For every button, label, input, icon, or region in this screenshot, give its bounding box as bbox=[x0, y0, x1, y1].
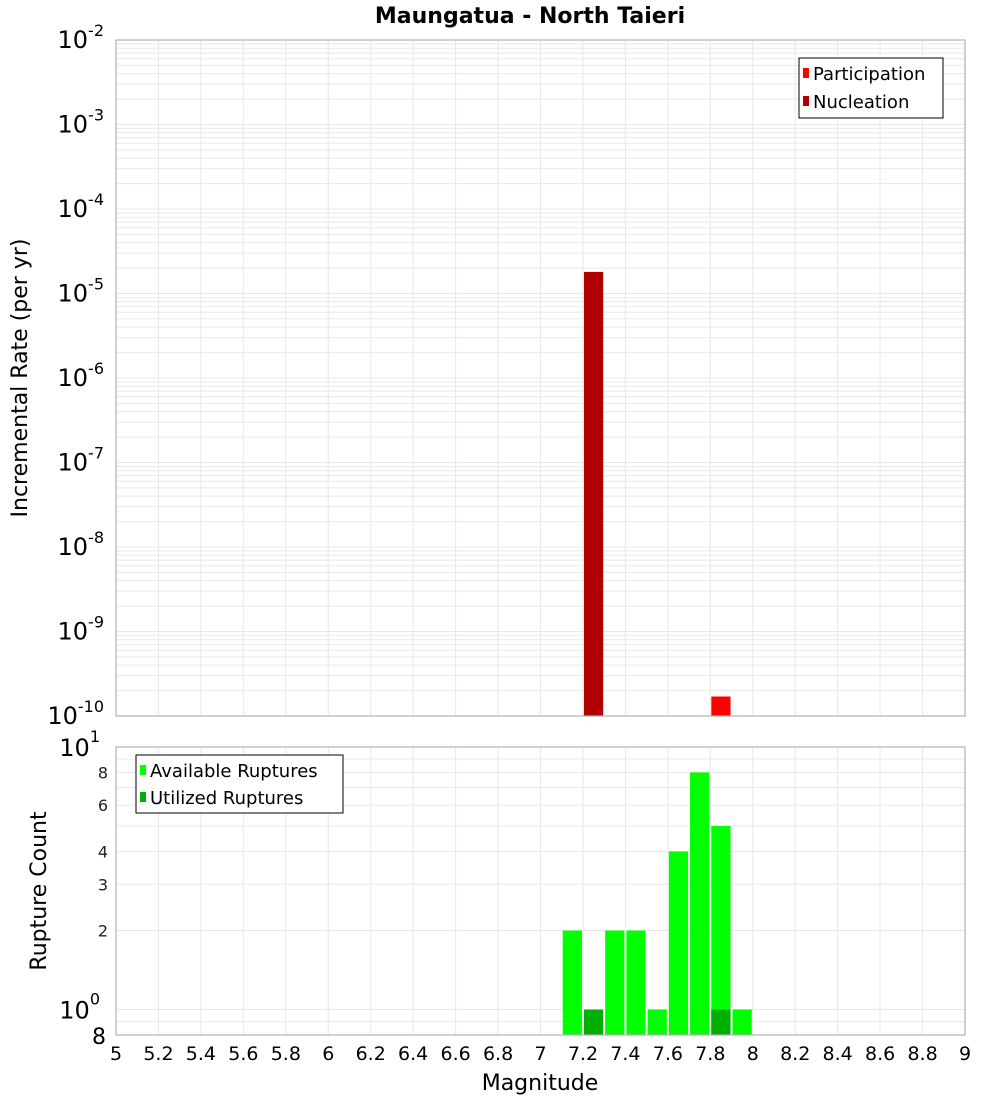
bar-available-ruptures bbox=[732, 1009, 752, 1035]
bar-available-ruptures bbox=[605, 930, 625, 1035]
y-tick-label: 10-3 bbox=[58, 106, 105, 139]
y-tick-label: 10-4 bbox=[58, 190, 105, 223]
nucleation-swatch-icon bbox=[803, 96, 809, 106]
x-axis-ticks: 5 5.2 5.4 5.6 5.8 6 6.2 6.4 6.6 6.8 7 7.2 7.4 7.6 7.8 8… bbox=[110, 1043, 971, 1065]
y-tick-label: 8 bbox=[92, 1025, 106, 1050]
x-tick-label: 6.4 bbox=[398, 1043, 428, 1065]
y-tick-label: 10-9 bbox=[58, 613, 105, 646]
y-tick-label: 10-8 bbox=[58, 528, 105, 561]
x-tick-label: 7.4 bbox=[610, 1043, 640, 1065]
x-tick-label: 8.8 bbox=[907, 1043, 937, 1065]
x-tick-label: 7.6 bbox=[653, 1043, 683, 1065]
y-tick-label: 101 bbox=[59, 727, 100, 762]
bottom-grid bbox=[115, 747, 966, 1035]
x-tick-label: 5.6 bbox=[228, 1043, 258, 1065]
bar-available-ruptures bbox=[562, 930, 582, 1035]
legend-nucleation: Nucleation bbox=[813, 92, 909, 113]
bar-available-ruptures bbox=[626, 930, 646, 1035]
y-tick-label: 10-10 bbox=[47, 697, 104, 730]
bottom-legend: Available Ruptures Utilized Ruptures bbox=[135, 754, 344, 814]
x-tick-label: 7 bbox=[534, 1043, 546, 1065]
x-tick-label: 7.8 bbox=[695, 1043, 725, 1065]
x-axis-label: Magnitude bbox=[482, 1071, 599, 1096]
y-tick-label: 10-7 bbox=[58, 444, 105, 477]
x-tick-label: 8.4 bbox=[823, 1043, 853, 1065]
bar-participation bbox=[711, 696, 731, 716]
x-tick-label: 8.2 bbox=[780, 1043, 810, 1065]
x-tick-label: 9 bbox=[959, 1043, 971, 1065]
x-tick-label: 6 bbox=[322, 1043, 334, 1065]
y-minor-tick-label: 2 bbox=[98, 922, 108, 941]
x-tick-label: 8 bbox=[747, 1043, 759, 1065]
x-tick-label: 8.6 bbox=[865, 1043, 895, 1065]
x-tick-label: 7.2 bbox=[568, 1043, 598, 1065]
chart-title: Maungatua - North Taieri bbox=[375, 4, 685, 29]
top-plot: 10-2 10-3 10-4 10-5 10-6 10-7 10-8 10-9 10-10 In… bbox=[8, 21, 966, 730]
top-legend: Participation Nucleation bbox=[798, 57, 944, 119]
y-tick-label: 100 bbox=[59, 990, 100, 1025]
top-plot-frame bbox=[115, 39, 966, 717]
y-minor-tick-label: 4 bbox=[98, 842, 108, 861]
top-y-axis-ticks: 10-2 10-3 10-4 10-5 10-6 10-7 10-8 10-9 10-10 bbox=[47, 21, 104, 730]
bar-available-ruptures bbox=[668, 851, 689, 1035]
participation-swatch-icon bbox=[803, 68, 809, 78]
legend-participation: Participation bbox=[813, 64, 925, 85]
bar-nucleation bbox=[583, 271, 604, 716]
top-y-axis-label: Incremental Rate (per yr) bbox=[8, 239, 33, 518]
x-tick-label: 5.2 bbox=[143, 1043, 173, 1065]
bottom-bars bbox=[562, 772, 752, 1035]
bar-available-ruptures bbox=[711, 826, 731, 1035]
bottom-y-axis-label: Rupture Count bbox=[27, 811, 52, 971]
x-tick-label: 6.2 bbox=[356, 1043, 386, 1065]
bar-utilized-ruptures bbox=[583, 1009, 604, 1035]
y-tick-label: 10-2 bbox=[58, 21, 105, 54]
x-tick-label: 5.4 bbox=[186, 1043, 216, 1065]
utilized-swatch-icon bbox=[140, 792, 146, 802]
top-bars bbox=[583, 271, 731, 716]
x-tick-label: 6.8 bbox=[483, 1043, 513, 1065]
available-swatch-icon bbox=[140, 765, 146, 775]
y-minor-tick-label: 6 bbox=[98, 796, 108, 815]
x-tick-label: 5 bbox=[110, 1043, 122, 1065]
bottom-plot-frame bbox=[115, 746, 966, 1036]
legend-available: Available Ruptures bbox=[150, 761, 318, 782]
top-grid bbox=[115, 40, 966, 717]
x-tick-label: 6.6 bbox=[440, 1043, 470, 1065]
y-tick-label: 10-5 bbox=[58, 275, 105, 308]
y-minor-tick-label: 8 bbox=[98, 763, 108, 782]
bar-available-ruptures bbox=[690, 772, 710, 1035]
bar-available-ruptures bbox=[647, 1009, 667, 1035]
y-minor-tick-label: 3 bbox=[98, 875, 108, 894]
x-tick-label: 5.8 bbox=[271, 1043, 301, 1065]
legend-utilized: Utilized Ruptures bbox=[150, 788, 303, 809]
y-tick-label: 10-6 bbox=[58, 359, 105, 392]
bar-utilized-ruptures bbox=[711, 1009, 731, 1035]
